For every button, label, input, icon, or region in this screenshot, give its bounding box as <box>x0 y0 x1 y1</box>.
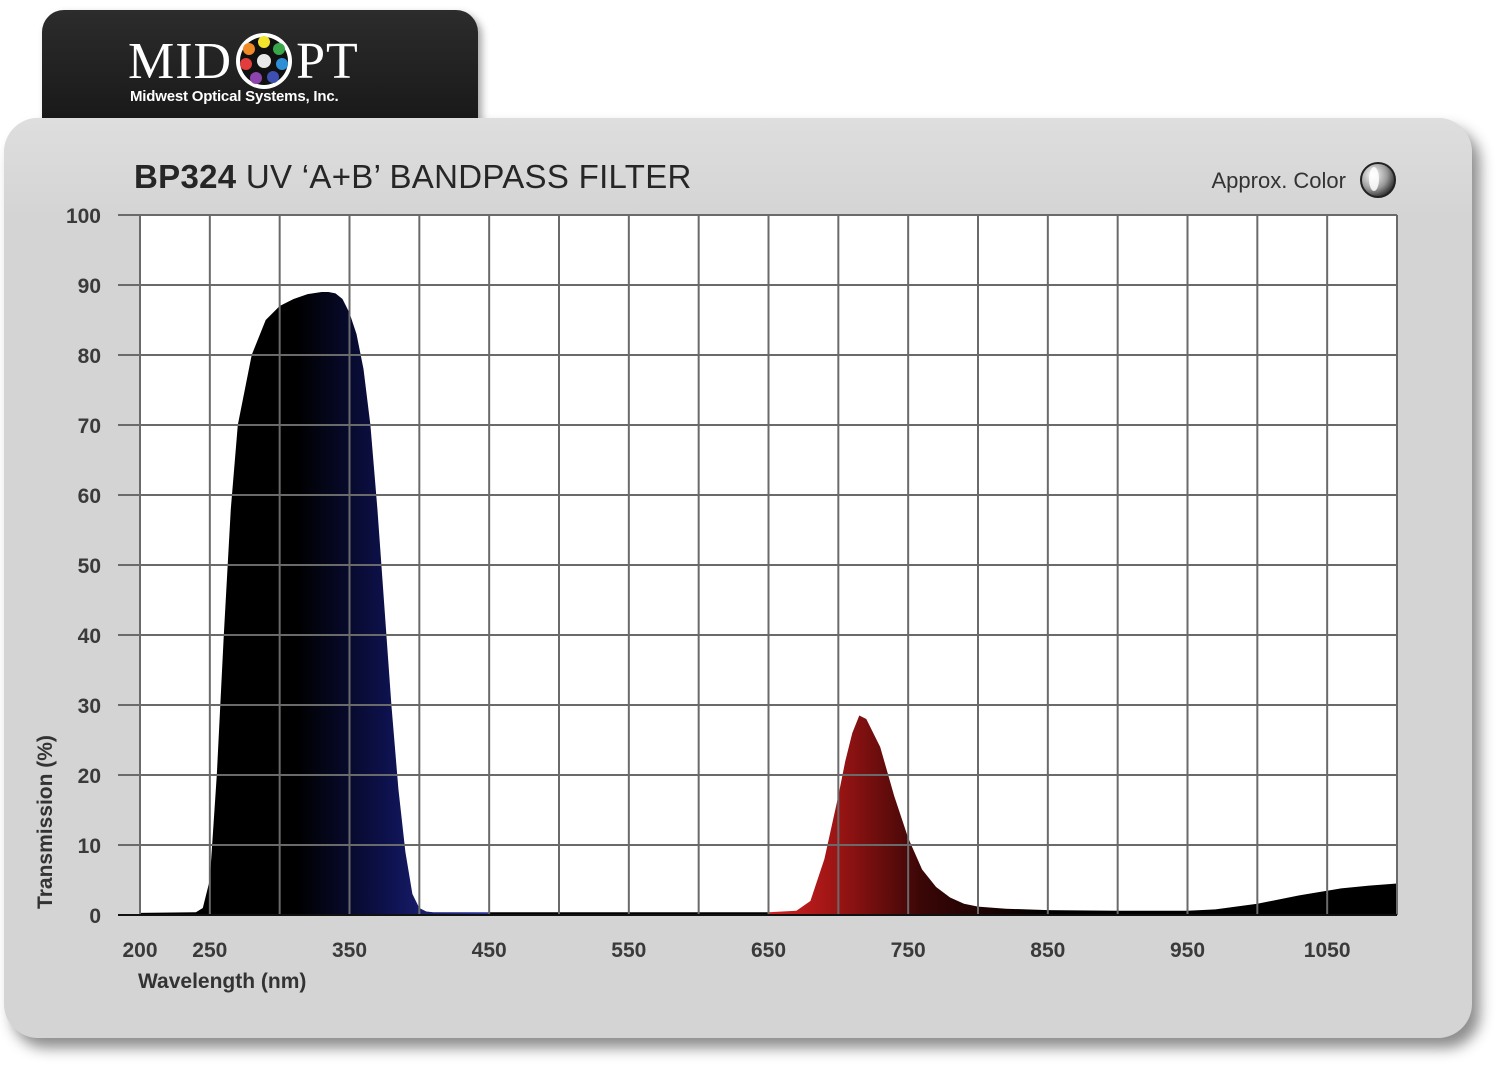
y-tick-label: 70 <box>78 415 101 438</box>
x-tick-label: 250 <box>192 939 227 962</box>
x-tick-label: 650 <box>751 939 786 962</box>
uv-band-fill <box>140 292 490 915</box>
approx-color-swatch-icon <box>1360 162 1396 198</box>
x-tick-label: 200 <box>122 939 157 962</box>
x-tick-label: 750 <box>891 939 926 962</box>
x-tick-label: 850 <box>1030 939 1065 962</box>
x-axis-label: Wavelength (nm) <box>138 970 307 993</box>
y-tick-label: 90 <box>78 275 101 298</box>
chart-title: BP324 UV ‘A+B’ BANDPASS FILTER <box>134 158 692 196</box>
x-tick-label: 550 <box>611 939 646 962</box>
brand-name-right: PT <box>296 32 359 90</box>
approx-color-label: Approx. Color <box>1211 168 1346 193</box>
y-tick-label: 60 <box>78 485 101 508</box>
brand-name-left: MID <box>128 32 233 90</box>
y-tick-labels: 0 10 20 30 40 50 60 70 80 90 100 <box>66 205 101 928</box>
brand-subtitle: Midwest Optical Systems, Inc. <box>130 88 339 105</box>
brand-lens-icon <box>236 33 293 89</box>
ir-band-fill <box>1047 883 1397 915</box>
panel-shade <box>4 118 1472 218</box>
y-tick-label: 40 <box>78 625 101 648</box>
x-tick-labels: 200 250 350 450 550 650 750 850 950 1050 <box>122 939 1350 962</box>
x-tick-label: 950 <box>1170 939 1205 962</box>
y-tick-label: 50 <box>78 555 101 578</box>
y-tick-label: 20 <box>78 765 101 788</box>
y-axis-label: Transmission (%) <box>34 735 57 909</box>
chart-title-bold: BP324 <box>134 158 237 195</box>
brand-logo: MID PT <box>128 26 359 96</box>
y-tick-label: 10 <box>78 835 101 858</box>
y-tick-label: 30 <box>78 695 101 718</box>
x-tick-label: 450 <box>472 939 507 962</box>
y-tick-label: 80 <box>78 345 101 368</box>
x-tick-label: 350 <box>332 939 367 962</box>
y-tick-label: 100 <box>66 205 101 228</box>
x-tick-label: 1050 <box>1304 939 1351 962</box>
y-tick-label: 0 <box>89 905 101 928</box>
chart-title-rest: UV ‘A+B’ BANDPASS FILTER <box>236 158 692 195</box>
